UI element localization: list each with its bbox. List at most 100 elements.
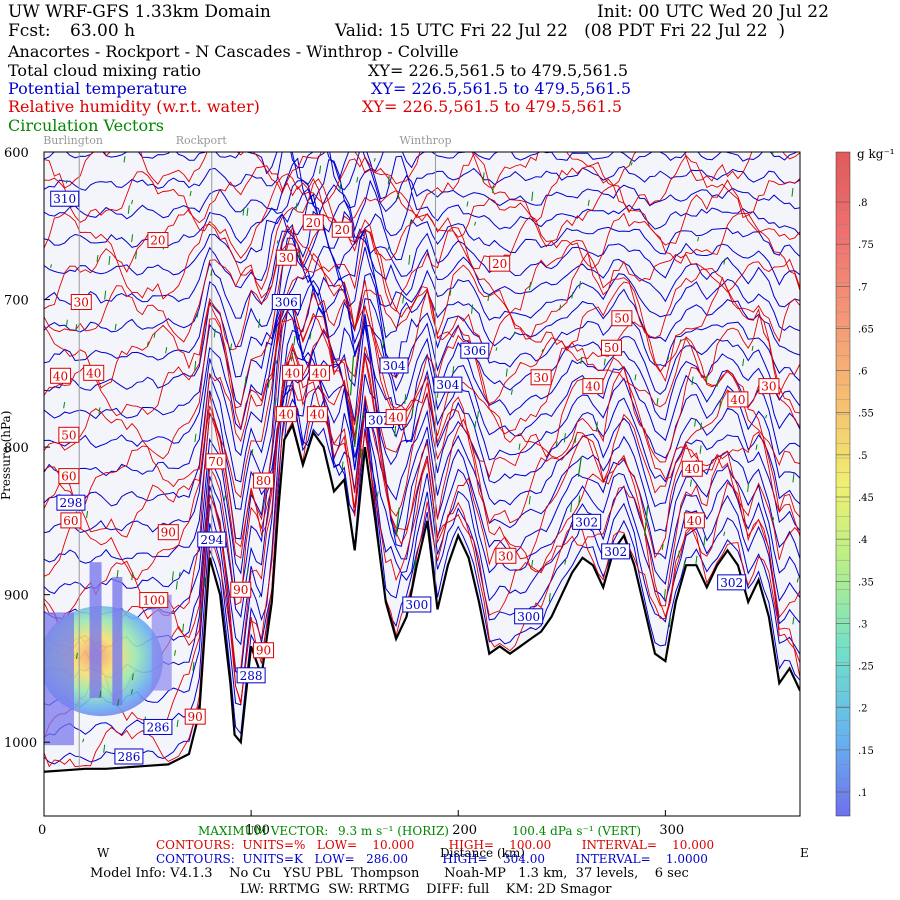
vector <box>99 690 102 698</box>
colorbar-tick-label: .2 <box>858 704 868 715</box>
vector <box>262 502 265 508</box>
rh-label-box <box>253 642 275 659</box>
vector <box>683 560 686 569</box>
vector <box>772 517 775 522</box>
place-label: Winthrop <box>399 134 451 147</box>
y-tick-label: 800 <box>4 441 29 456</box>
rh-label-box <box>308 364 330 381</box>
theta-contour-info: CONTOURS: UNITS=K LOW= 286.00 HIGH= 304.… <box>156 852 708 866</box>
vector <box>518 443 521 450</box>
place-label: Rockport <box>176 134 228 147</box>
vector <box>258 318 261 328</box>
vector <box>603 358 606 366</box>
rh-label: 20 <box>335 223 350 237</box>
theta-label: 300 <box>517 610 540 624</box>
rh-label: 40 <box>279 408 294 422</box>
vector <box>578 281 581 289</box>
vector <box>661 543 664 551</box>
vector <box>408 254 411 265</box>
rh-label-box <box>495 547 517 564</box>
vector <box>578 495 581 506</box>
rh-label: 40 <box>312 366 327 380</box>
vector <box>63 401 66 409</box>
vector <box>563 433 566 443</box>
y-tick-label: 900 <box>4 589 29 604</box>
vector <box>695 555 698 564</box>
vector <box>192 661 195 671</box>
theta-isentrope <box>44 254 800 420</box>
rh-label-box <box>331 221 353 238</box>
vector <box>694 419 697 427</box>
vector <box>203 577 206 587</box>
rh-label-box <box>60 512 82 529</box>
colorbar-tick-label: .45 <box>858 493 874 504</box>
vector <box>548 592 551 603</box>
rh-label: 20 <box>150 234 165 248</box>
vector <box>131 673 134 681</box>
rh-label-box <box>489 255 511 272</box>
vector <box>723 531 726 536</box>
vector <box>86 510 89 519</box>
vector <box>531 559 534 568</box>
vector <box>667 356 670 360</box>
vector <box>719 398 722 409</box>
rh-label-box <box>275 249 297 266</box>
vector <box>309 332 312 340</box>
vector <box>275 360 278 364</box>
colorbar-tick-label: .8 <box>858 198 868 209</box>
vector <box>319 165 322 174</box>
vector <box>699 445 702 454</box>
rh-label-box <box>530 369 552 386</box>
cloud-column <box>112 576 123 706</box>
rh-contour <box>44 280 800 508</box>
vector <box>580 356 583 365</box>
east-marker: E <box>800 846 809 860</box>
max-vector-label: MAXIMUM VECTOR: <box>198 824 329 838</box>
rh-label: 40 <box>285 366 300 380</box>
theta-isentrope <box>44 274 800 449</box>
vector <box>223 495 226 501</box>
west-marker: W <box>97 846 110 860</box>
rh-label: 100 <box>142 594 165 608</box>
vector <box>131 572 134 581</box>
theta-label: 288 <box>240 669 263 683</box>
rh-label: 30 <box>533 371 548 385</box>
vector <box>258 593 261 598</box>
theta-label-box <box>143 718 173 735</box>
theta-isentrope <box>44 188 800 276</box>
theta-label-box <box>56 494 86 511</box>
vector <box>242 207 245 216</box>
theta-label: 304 <box>436 378 459 392</box>
vector <box>755 444 758 451</box>
theta-label: 294 <box>200 533 223 547</box>
vector <box>108 256 111 265</box>
vector <box>452 366 455 374</box>
vector <box>792 473 795 483</box>
rh-label: 40 <box>388 411 403 425</box>
vector <box>541 348 544 353</box>
rh-label: 90 <box>256 644 271 658</box>
colorbar-tick-label: .7 <box>858 282 868 293</box>
vector <box>153 331 156 338</box>
vector <box>531 191 534 201</box>
vector <box>679 339 682 343</box>
rh-label: 40 <box>685 462 700 476</box>
rh-contour <box>44 214 800 343</box>
rh-label-box <box>58 426 80 443</box>
vector <box>705 374 708 383</box>
rh-label-box <box>282 364 304 381</box>
x-axis-label: Distance (km) <box>440 846 525 860</box>
rh-label: 40 <box>310 408 325 422</box>
vector <box>293 336 296 346</box>
theta-label: 304 <box>383 359 406 373</box>
vector <box>723 258 726 265</box>
vector <box>382 338 385 349</box>
rh-contour <box>44 152 800 195</box>
vector <box>376 491 379 498</box>
cross-section-route: Anacortes - Rockport - N Cascades - Wint… <box>8 42 459 61</box>
rh-label: 40 <box>86 366 101 380</box>
vector <box>176 719 179 728</box>
vector <box>689 479 692 487</box>
vector <box>165 347 168 354</box>
rh-label: 50 <box>614 312 629 326</box>
